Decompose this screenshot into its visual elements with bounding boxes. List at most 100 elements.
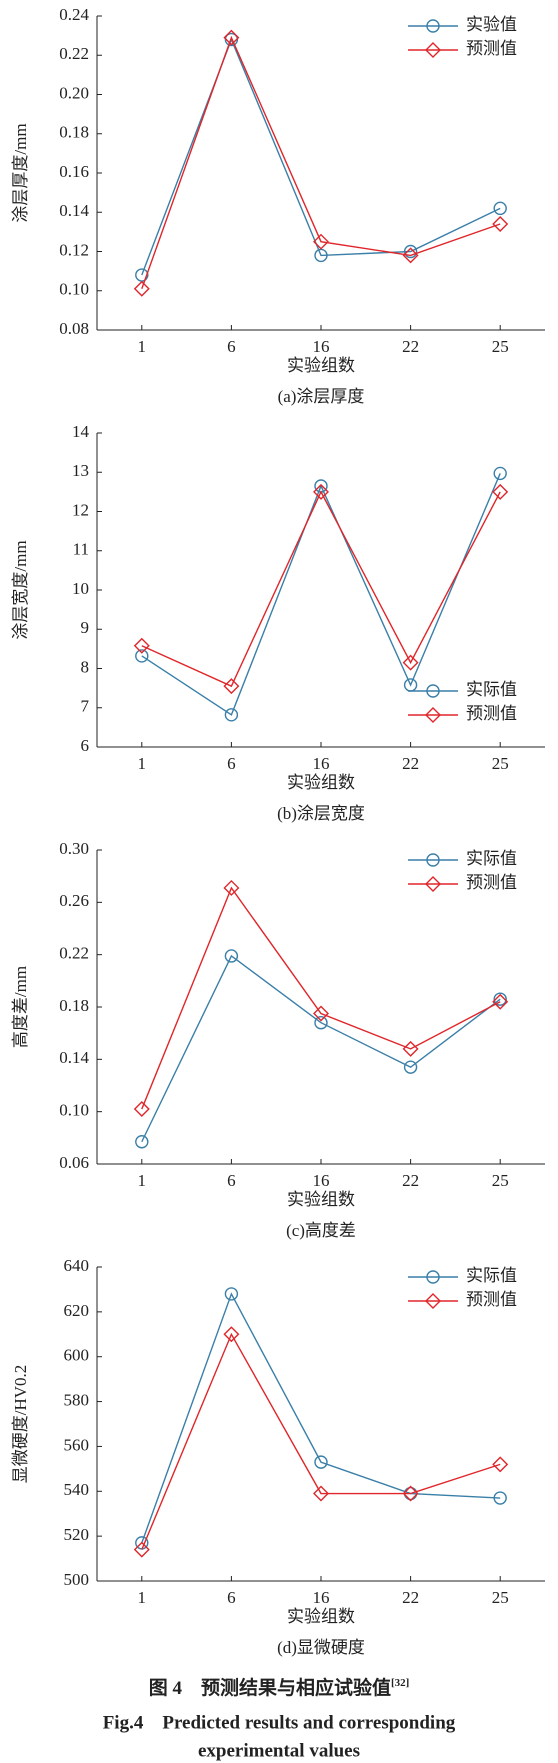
marker xyxy=(135,649,149,663)
x-tick-label: 1 xyxy=(138,754,147,773)
y-tick-label: 580 xyxy=(64,1390,90,1409)
y-tick-label: 0.06 xyxy=(59,1153,89,1172)
marker xyxy=(314,1455,328,1469)
marker xyxy=(402,654,419,671)
y-tick-label: 6 xyxy=(81,736,90,755)
y-tick-label: 0.18 xyxy=(59,996,89,1015)
y-tick-label: 0.10 xyxy=(59,280,89,299)
marker xyxy=(313,483,329,500)
legend-label: 实验值 xyxy=(466,15,517,34)
y-tick-label: 12 xyxy=(72,500,89,519)
x-tick-label: 25 xyxy=(492,1588,509,1607)
marker xyxy=(224,708,239,722)
y-tick-label: 0.10 xyxy=(59,1101,89,1120)
marker xyxy=(402,1485,419,1502)
y-tick-label: 0.24 xyxy=(59,5,89,24)
legend-label: 预测值 xyxy=(466,39,517,58)
series-line xyxy=(141,1332,501,1550)
x-tick-label: 6 xyxy=(227,337,236,356)
marker xyxy=(223,1326,240,1343)
x-tick-label: 6 xyxy=(227,1588,236,1607)
figure-caption-en: experimental values xyxy=(198,1740,360,1761)
y-tick-label: 0.18 xyxy=(59,123,89,142)
caption-zh-text: 图 4 预测结果与相应试验值 xyxy=(149,1676,391,1699)
x-tick-label: 22 xyxy=(402,1588,419,1607)
y-axis-label: 涂层厚度/mm xyxy=(11,123,30,222)
y-axis-label: 高度差/mm xyxy=(11,966,30,1048)
marker xyxy=(133,280,150,297)
figure-caption-en: Fig.4 Predicted results and correspondin… xyxy=(103,1712,456,1733)
figure-caption-zh: 图 4 预测结果与相应试验值[32] xyxy=(149,1676,410,1699)
marker xyxy=(133,1101,150,1118)
caption: (a)涂层厚度 xyxy=(278,387,365,406)
y-tick-label: 0.22 xyxy=(59,44,89,63)
legend-label: 实际值 xyxy=(466,1266,517,1285)
y-tick-label: 520 xyxy=(64,1525,90,1544)
marker xyxy=(492,216,509,233)
y-tick-label: 560 xyxy=(64,1435,90,1454)
marker xyxy=(402,247,419,264)
x-axis-label: 实验组数 xyxy=(287,1607,355,1626)
marker xyxy=(493,992,507,1006)
y-tick-label: 640 xyxy=(64,1256,90,1275)
x-tick-label: 22 xyxy=(402,754,419,773)
y-tick-label: 0.08 xyxy=(59,319,89,338)
x-tick-label: 16 xyxy=(313,1171,330,1190)
y-tick-label: 0.14 xyxy=(59,1048,89,1067)
y-tick-label: 14 xyxy=(72,422,90,441)
legend-label: 实际值 xyxy=(466,680,517,699)
series-line xyxy=(141,954,501,1143)
series-line xyxy=(141,473,501,716)
caption: (d)显微硬度 xyxy=(277,1638,365,1657)
y-tick-label: 0.16 xyxy=(59,162,89,181)
marker xyxy=(403,244,418,259)
marker xyxy=(425,876,441,892)
marker xyxy=(313,1485,329,1502)
marker xyxy=(493,201,507,216)
marker xyxy=(133,1541,150,1558)
marker xyxy=(426,19,440,33)
y-tick-label: 620 xyxy=(64,1301,90,1320)
y-tick-label: 0.26 xyxy=(59,891,89,910)
x-tick-label: 25 xyxy=(492,1171,509,1190)
x-tick-label: 1 xyxy=(138,1588,147,1607)
marker xyxy=(426,1270,440,1284)
x-axis-label: 实验组数 xyxy=(287,773,355,792)
legend-label: 预测值 xyxy=(466,704,517,723)
marker xyxy=(133,637,150,654)
marker xyxy=(223,879,240,896)
x-axis-label: 实验组数 xyxy=(287,1190,355,1209)
marker xyxy=(223,678,240,695)
y-tick-label: 0.22 xyxy=(59,944,89,963)
marker xyxy=(223,29,240,46)
caption: (c)高度差 xyxy=(286,1221,356,1240)
y-tick-label: 10 xyxy=(72,579,89,598)
series-line xyxy=(141,37,501,276)
series-line xyxy=(141,490,501,688)
x-tick-label: 25 xyxy=(492,754,509,773)
marker xyxy=(426,684,440,698)
marker xyxy=(426,853,440,867)
y-axis-label: 涂层宽度/mm xyxy=(11,540,30,639)
y-tick-label: 13 xyxy=(72,461,89,480)
marker xyxy=(493,466,507,481)
marker xyxy=(313,1005,329,1022)
marker xyxy=(403,1060,418,1074)
marker xyxy=(492,483,509,500)
marker xyxy=(493,1491,507,1505)
x-tick-label: 16 xyxy=(313,337,330,356)
x-tick-label: 1 xyxy=(138,337,147,356)
marker xyxy=(224,1287,239,1301)
series-line xyxy=(141,886,501,1110)
x-tick-label: 6 xyxy=(227,1171,236,1190)
marker xyxy=(492,1456,509,1473)
x-tick-label: 1 xyxy=(138,1171,147,1190)
marker xyxy=(425,42,441,58)
marker xyxy=(224,949,239,963)
y-tick-label: 7 xyxy=(81,697,90,716)
y-tick-label: 0.12 xyxy=(59,240,89,259)
marker xyxy=(492,993,509,1010)
marker xyxy=(425,1293,441,1309)
x-tick-label: 22 xyxy=(402,337,419,356)
